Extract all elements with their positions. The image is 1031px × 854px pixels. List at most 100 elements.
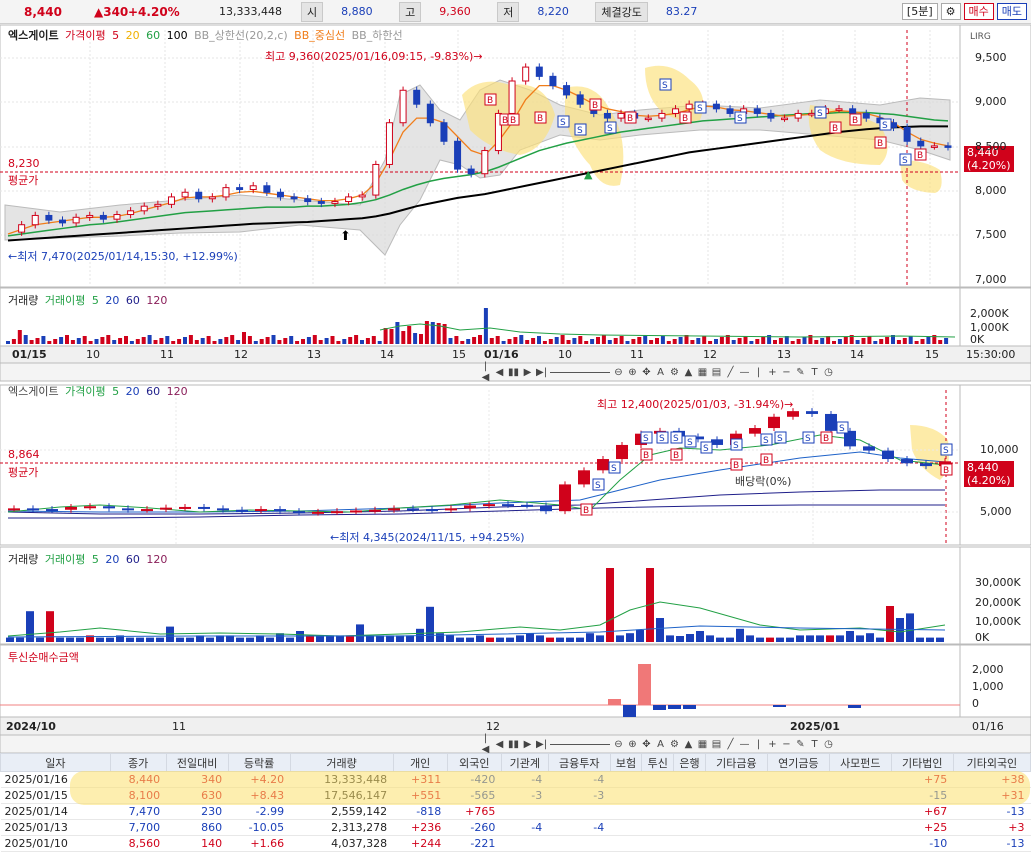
minus-icon[interactable]: −	[782, 738, 791, 750]
clock-icon[interactable]: ◷	[824, 366, 833, 378]
low-label: 저	[497, 1, 520, 22]
column-header[interactable]: 보험	[609, 753, 643, 772]
candle-body	[563, 85, 571, 96]
column-header[interactable]: 투신	[641, 753, 675, 772]
column-header[interactable]: 금융투자	[547, 753, 611, 772]
interval-selector[interactable]: [5분]	[901, 3, 938, 20]
table-icon[interactable]: ▤	[711, 366, 722, 378]
scroll-prev-icon[interactable]: ◀	[495, 366, 504, 378]
line-tool-icon[interactable]: ╱	[727, 738, 734, 750]
indicator-icon[interactable]: ▲	[684, 366, 693, 378]
volume-bar	[660, 336, 665, 344]
scroll-first-icon[interactable]: |◀	[481, 361, 490, 383]
volume-bar	[666, 341, 671, 344]
zoom-in-icon[interactable]: ⊕	[628, 366, 637, 378]
zoom-slider[interactable]	[550, 371, 610, 373]
text-tool-icon[interactable]: A	[657, 738, 664, 750]
buy-button[interactable]: 매수	[963, 3, 994, 20]
zoom-in-icon[interactable]: ⊕	[628, 738, 637, 750]
column-header[interactable]: 외국인	[446, 753, 502, 772]
grid-icon[interactable]: ▦	[697, 738, 708, 750]
minus-icon[interactable]: −	[782, 366, 791, 378]
zoom-slider[interactable]	[550, 743, 610, 745]
zoom-out-icon[interactable]: ⊖	[614, 366, 623, 378]
daily-candle-body	[84, 506, 96, 509]
row-highlight	[70, 771, 1030, 805]
table-cell: 2025/01/14	[0, 803, 111, 820]
vline-icon[interactable]: |	[756, 366, 761, 378]
volume-bar	[271, 335, 276, 344]
cross-icon[interactable]: +	[768, 738, 777, 750]
move-icon[interactable]: ✥	[642, 738, 651, 750]
zoom-out-icon[interactable]: ⊖	[614, 738, 623, 750]
dvol-ma120-label: 120	[146, 553, 168, 566]
daily-candle-body	[692, 436, 704, 440]
scroll-first-icon[interactable]: |◀	[481, 733, 490, 755]
sell-button[interactable]: 매도	[996, 3, 1027, 20]
candle-body	[208, 196, 216, 200]
column-header[interactable]: 기타외국인	[952, 753, 1031, 772]
daily-volume-bar	[706, 635, 714, 642]
settings-icon[interactable]: ⚙	[670, 738, 679, 750]
volume-bar	[365, 338, 370, 344]
table-row[interactable]: 2025/01/13 7,700 860 -10.05 2,313,278 +236 -26…	[0, 819, 1031, 836]
line-tool-icon[interactable]: ╱	[727, 366, 734, 378]
daily-volume-bar	[806, 635, 814, 642]
column-header[interactable]: 기관계	[500, 753, 549, 772]
table-row[interactable]: 2025/01/14 7,470 230 -2.99 2,559,142 -818 +765…	[0, 803, 1031, 820]
hline-icon[interactable]: —	[739, 738, 750, 750]
pause-icon[interactable]: ▮▮	[508, 366, 520, 378]
chart-toolbar-top[interactable]: |◀ ◀ ▮▮ ▶ ▶| ⊖ ⊕ ✥ A ⚙ ▲ ▦ ▤ ╱ — | + − ✎…	[480, 361, 834, 383]
candle-body	[304, 198, 312, 203]
vline-icon[interactable]: |	[756, 738, 761, 750]
chart-toolbar-bottom[interactable]: |◀ ◀ ▮▮ ▶ ▶| ⊖ ⊕ ✥ A ⚙ ▲ ▦ ▤ ╱ — | + − ✎…	[480, 733, 834, 755]
column-header[interactable]: 등락률	[227, 753, 291, 772]
y-tick: 9,500	[975, 51, 1007, 64]
daily-candle-body	[236, 509, 248, 512]
column-header[interactable]: 종가	[109, 753, 167, 772]
scroll-prev-icon[interactable]: ◀	[495, 738, 504, 750]
table-row[interactable]: 2025/01/10 8,560 140 +1.66 4,037,328 +244 -221…	[0, 835, 1031, 852]
column-header[interactable]: 사모펀드	[828, 753, 892, 772]
column-header[interactable]: 기타법인	[890, 753, 954, 772]
daily-volume-bar	[856, 635, 864, 642]
column-header[interactable]: 기타금융	[704, 753, 768, 772]
draw-icon[interactable]: ✎	[796, 738, 805, 750]
volume-bar	[236, 340, 241, 344]
settings-icon[interactable]: ⚙	[670, 366, 679, 378]
daily-volume-bar	[146, 637, 154, 642]
scroll-last-icon[interactable]: ▶|	[536, 366, 548, 378]
column-header[interactable]: 일자	[0, 753, 111, 772]
hline-icon[interactable]: —	[739, 366, 750, 378]
column-header[interactable]: 거래량	[289, 753, 394, 772]
pause-icon[interactable]: ▮▮	[508, 738, 520, 750]
text-icon[interactable]: T	[811, 738, 818, 750]
table-icon[interactable]: ▤	[711, 738, 722, 750]
volume-bar	[413, 333, 418, 344]
cross-icon[interactable]: +	[768, 366, 777, 378]
draw-icon[interactable]: ✎	[796, 366, 805, 378]
column-header[interactable]: 개인	[392, 753, 448, 772]
daily-volume-bar	[266, 637, 274, 642]
table-cell: +1.66	[228, 835, 291, 852]
volume-bar	[584, 341, 589, 344]
text-tool-icon[interactable]: A	[657, 366, 664, 378]
candle-body	[18, 224, 26, 233]
play-icon[interactable]: ▶	[523, 366, 532, 378]
column-header[interactable]: 연기금등	[766, 753, 830, 772]
grid-icon[interactable]: ▦	[697, 366, 708, 378]
gear-icon[interactable]: ⚙	[940, 3, 961, 20]
text-icon[interactable]: T	[811, 366, 818, 378]
table-cell	[501, 803, 549, 820]
daily-ma120-line	[8, 504, 945, 519]
indicator-icon[interactable]: ▲	[684, 738, 693, 750]
clock-icon[interactable]: ◷	[824, 738, 833, 750]
column-header[interactable]: 전일대비	[165, 753, 229, 772]
volume-bar	[454, 336, 459, 344]
play-icon[interactable]: ▶	[523, 738, 532, 750]
scroll-last-icon[interactable]: ▶|	[536, 738, 548, 750]
move-icon[interactable]: ✥	[642, 366, 651, 378]
column-header[interactable]: 은행	[673, 753, 706, 772]
log-scale-badge[interactable]: LIRG	[970, 32, 991, 42]
